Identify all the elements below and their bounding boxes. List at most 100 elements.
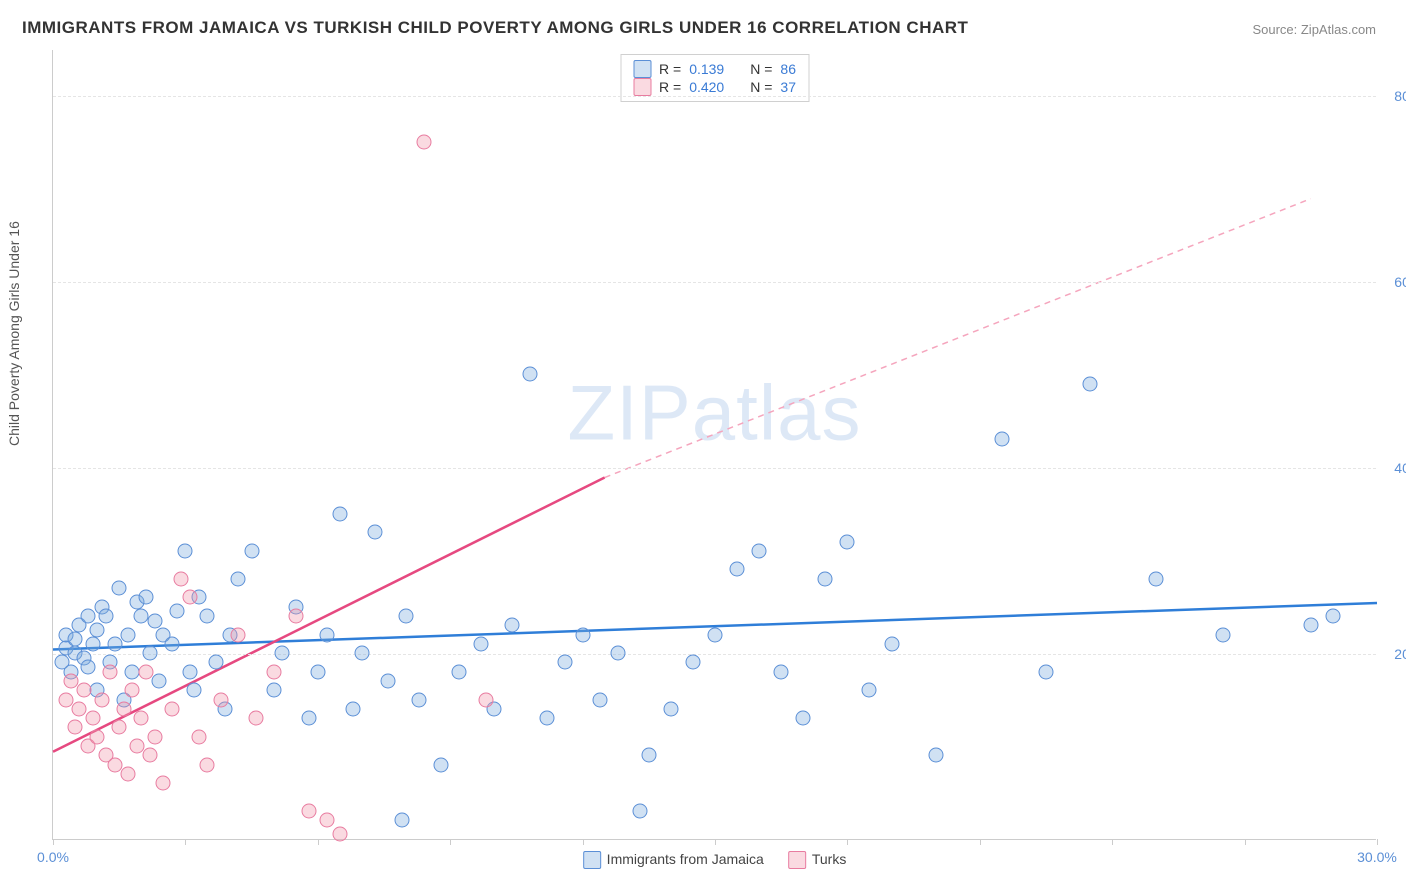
data-point [796,711,811,726]
data-point [708,627,723,642]
data-point [301,804,316,819]
data-point [68,720,83,735]
data-point [412,692,427,707]
x-tick-label: 30.0% [1357,849,1397,865]
source-label: Source: ZipAtlas.com [1252,22,1376,37]
legend-label: Immigrants from Jamaica [607,851,764,867]
data-point [165,701,180,716]
data-point [213,692,228,707]
data-point [818,571,833,586]
legend-r-value: 0.139 [689,61,724,77]
data-point [1149,571,1164,586]
data-point [129,739,144,754]
data-point [332,506,347,521]
data-point [1303,618,1318,633]
data-point [399,608,414,623]
data-point [63,674,78,689]
data-point [94,692,109,707]
data-point [752,543,767,558]
data-point [98,608,113,623]
data-point [121,766,136,781]
data-point [173,571,188,586]
legend-swatch [788,851,806,869]
watermark: ZIPatlas [567,367,861,458]
data-point [249,711,264,726]
x-tick [450,839,451,845]
y-axis-label: Child Poverty Among Girls Under 16 [6,221,22,446]
data-point [90,729,105,744]
x-tick [185,839,186,845]
legend-series: Immigrants from Jamaica Turks [583,851,847,869]
data-point [81,608,96,623]
data-point [774,664,789,679]
legend-row: R =0.420N =37 [633,78,796,96]
watermark-text: ZIPatlas [567,368,861,456]
legend-swatch [633,78,651,96]
data-point [840,534,855,549]
data-point [575,627,590,642]
data-point [381,674,396,689]
data-point [112,720,127,735]
data-point [121,627,136,642]
data-point [301,711,316,726]
data-point [165,636,180,651]
data-point [610,646,625,661]
x-tick [53,839,54,845]
data-point [134,711,149,726]
data-point [209,655,224,670]
legend-n-label: N = [750,79,772,95]
data-point [730,562,745,577]
legend-r-label: R = [659,61,681,77]
data-point [76,683,91,698]
data-point [504,618,519,633]
data-point [474,636,489,651]
data-point [156,776,171,791]
data-point [147,613,162,628]
legend-swatch [633,60,651,78]
x-tick [1112,839,1113,845]
data-point [231,571,246,586]
data-point [632,804,647,819]
grid-line [53,96,1376,97]
grid-line [53,654,1376,655]
legend-n-label: N = [750,61,772,77]
data-point [346,701,361,716]
legend-swatch [583,851,601,869]
data-point [862,683,877,698]
data-point [147,729,162,744]
data-point [310,664,325,679]
x-tick [1245,839,1246,845]
legend-label: Turks [812,851,846,867]
data-point [557,655,572,670]
data-point [187,683,202,698]
x-tick [583,839,584,845]
data-point [641,748,656,763]
y-tick-label: 80.0% [1394,88,1406,104]
data-point [178,543,193,558]
x-tick [1377,839,1378,845]
data-point [231,627,246,642]
data-point [1083,376,1098,391]
legend-n-value: 37 [780,79,796,95]
x-tick-label: 0.0% [37,849,69,865]
data-point [138,664,153,679]
data-point [275,646,290,661]
grid-line [53,468,1376,469]
data-point [288,608,303,623]
data-point [143,748,158,763]
data-point [151,674,166,689]
data-point [478,692,493,707]
data-point [593,692,608,707]
data-point [125,683,140,698]
data-point [138,590,153,605]
data-point [540,711,555,726]
data-point [182,664,197,679]
data-point [85,636,100,651]
chart-title: IMMIGRANTS FROM JAMAICA VS TURKISH CHILD… [22,18,968,38]
data-point [191,729,206,744]
data-point [116,701,131,716]
x-tick [847,839,848,845]
data-point [685,655,700,670]
data-point [59,692,74,707]
data-point [200,757,215,772]
